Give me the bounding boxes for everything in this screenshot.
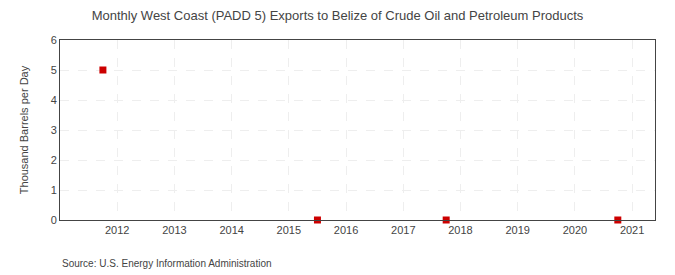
svg-text:2017: 2017	[391, 224, 415, 236]
svg-text:2014: 2014	[219, 224, 243, 236]
svg-text:2: 2	[51, 154, 57, 166]
svg-text:2020: 2020	[563, 224, 587, 236]
svg-text:5: 5	[51, 64, 57, 76]
svg-text:2012: 2012	[105, 224, 129, 236]
svg-text:2013: 2013	[162, 224, 186, 236]
svg-text:4: 4	[51, 94, 57, 106]
svg-text:Source: U.S. Energy Informatio: Source: U.S. Energy Information Administ…	[62, 258, 272, 269]
svg-text:2018: 2018	[448, 224, 472, 236]
svg-text:2019: 2019	[505, 224, 529, 236]
svg-text:Thousand Barrels per Day: Thousand Barrels per Day	[18, 65, 30, 194]
svg-text:0: 0	[51, 214, 57, 226]
svg-text:3: 3	[51, 124, 57, 136]
svg-text:6: 6	[51, 34, 57, 46]
svg-text:Monthly West Coast (PADD 5) Ex: Monthly West Coast (PADD 5) Exports to B…	[92, 8, 584, 23]
svg-text:2021: 2021	[620, 224, 644, 236]
svg-text:1: 1	[51, 184, 57, 196]
svg-text:2016: 2016	[334, 224, 358, 236]
svg-text:2015: 2015	[277, 224, 301, 236]
